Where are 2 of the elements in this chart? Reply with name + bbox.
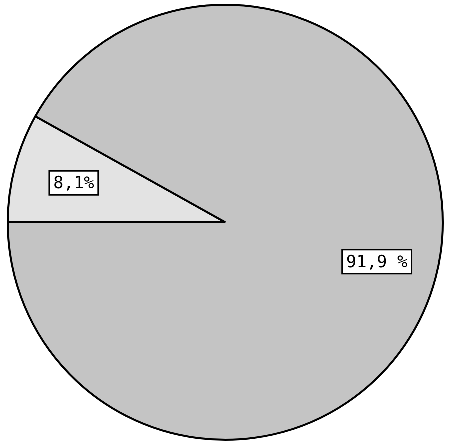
data-label: 91,9 % [346,252,408,272]
data-label: 8,1% [53,174,94,194]
